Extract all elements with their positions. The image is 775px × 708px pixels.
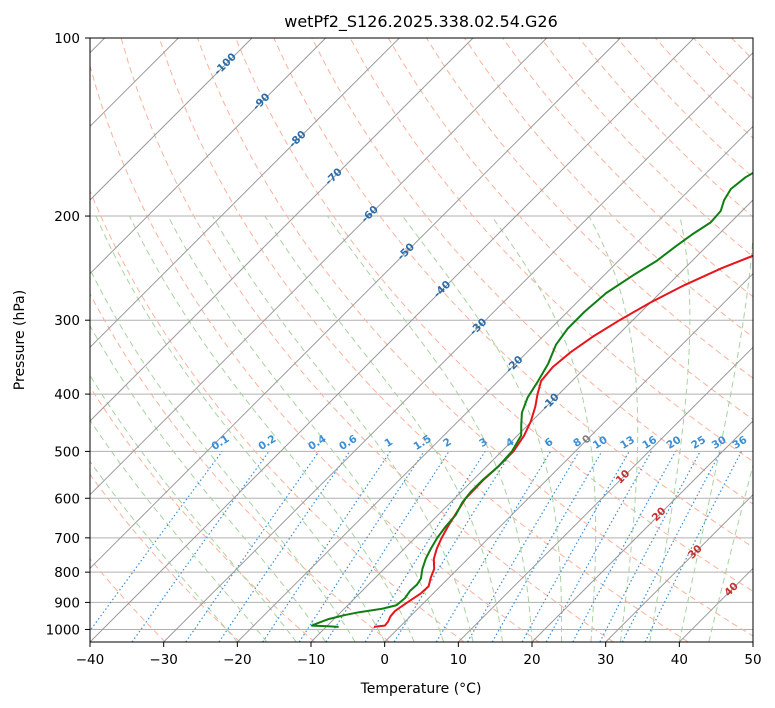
dry-adiabat-line xyxy=(311,38,753,505)
x-axis-label: Temperature (°C) xyxy=(360,681,482,697)
isotherm-line xyxy=(236,125,753,642)
plot-frame xyxy=(89,37,754,643)
y-tick-label: 200 xyxy=(54,209,80,225)
isotherm-line xyxy=(457,346,753,642)
mixing-ratio-line xyxy=(644,451,743,642)
moist-adiabat-line xyxy=(90,268,356,642)
moist-adiabat-line xyxy=(588,215,639,642)
dry-adiabat-line xyxy=(90,385,316,642)
dry-adiabat-line xyxy=(387,38,753,421)
mixing-ratio-line xyxy=(491,451,603,642)
y-tick-label: 1000 xyxy=(46,622,80,638)
isotherm-line xyxy=(90,38,400,349)
y-tick-label: 600 xyxy=(54,491,80,507)
y-tick-label: 500 xyxy=(54,444,80,460)
moist-adiabat-line xyxy=(90,460,238,642)
x-tick-label: −10 xyxy=(297,652,326,668)
moist-adiabat-line xyxy=(90,419,268,642)
moist-adiabat-line xyxy=(678,230,753,642)
mixing-ratio-line xyxy=(218,451,351,642)
y-tick-label: 700 xyxy=(54,531,80,547)
chart-title: wetPf2_S126.2025.338.02.54.G26 xyxy=(284,12,558,32)
isotherm-line xyxy=(90,38,695,642)
dry-adiabat-line xyxy=(90,63,540,642)
mixing-ratio-line xyxy=(435,451,552,642)
x-tick-label: −40 xyxy=(76,652,105,668)
dry-adiabat-line xyxy=(120,38,614,642)
isotherm-line xyxy=(310,199,753,642)
y-tick-label: 800 xyxy=(54,565,80,581)
moist-adiabat-line xyxy=(95,215,386,642)
y-tick-label: 100 xyxy=(54,31,80,47)
mixing-ratio-line xyxy=(131,451,270,642)
y-axis-label: Pressure (hPa) xyxy=(12,290,28,390)
moist-adiabat-line xyxy=(90,374,297,642)
temperature-profile-line xyxy=(373,254,753,628)
x-tick-label: −30 xyxy=(149,652,178,668)
x-axis: −40 −30 −20 −10 0 10 20 30 40 50 xyxy=(76,642,762,668)
isotherm-line xyxy=(163,51,753,642)
y-axis: 100 200 300 400 500 600 700 800 900 1000 xyxy=(46,31,90,638)
x-tick-label: 10 xyxy=(450,652,467,668)
dewpoint-profile-line xyxy=(310,171,753,628)
moist-adiabat-line xyxy=(212,215,474,642)
dry-adiabat-line xyxy=(502,38,753,298)
x-tick-label: 30 xyxy=(597,652,614,668)
isotherm-line xyxy=(90,38,474,422)
isotherm-line xyxy=(531,420,753,642)
dry-adiabat-line xyxy=(349,38,753,463)
moist-adiabat-line xyxy=(264,215,504,642)
x-tick-label: 0 xyxy=(380,652,389,668)
isotherm-line xyxy=(384,272,753,642)
isotherm-line xyxy=(90,38,621,570)
x-tick-label: −20 xyxy=(223,652,252,668)
x-tick-label: 40 xyxy=(671,652,688,668)
mixing-ratio-line xyxy=(262,451,391,642)
mixing-ratio-line xyxy=(621,451,722,642)
dry-adiabat-line xyxy=(464,38,753,338)
dry-adiabat-line xyxy=(90,473,241,642)
moist-adiabat-line xyxy=(90,324,327,642)
mixing-ratio-line xyxy=(466,451,580,642)
isotherm-line xyxy=(605,493,753,642)
moist-adiabat-line xyxy=(649,215,691,642)
dry-adiabat-line xyxy=(273,38,753,548)
plot-area xyxy=(90,38,753,642)
y-tick-label: 900 xyxy=(54,595,80,611)
dry-adiabat-line xyxy=(235,38,753,592)
dry-adiabat-line xyxy=(425,38,753,379)
dry-adiabat-line xyxy=(90,189,465,642)
dry-adiabat-line xyxy=(90,292,390,642)
moist-adiabat-line xyxy=(402,215,563,642)
isotherm-line xyxy=(90,38,253,201)
x-tick-label: 20 xyxy=(523,652,540,668)
y-tick-label: 300 xyxy=(54,313,80,329)
y-tick-label: 400 xyxy=(54,387,80,403)
isotherm-line xyxy=(90,38,548,496)
mixing-ratio-line xyxy=(393,451,513,642)
moist-adiabat-line xyxy=(327,215,533,642)
x-tick-label: 50 xyxy=(744,652,761,668)
isotherm-line xyxy=(90,38,327,275)
